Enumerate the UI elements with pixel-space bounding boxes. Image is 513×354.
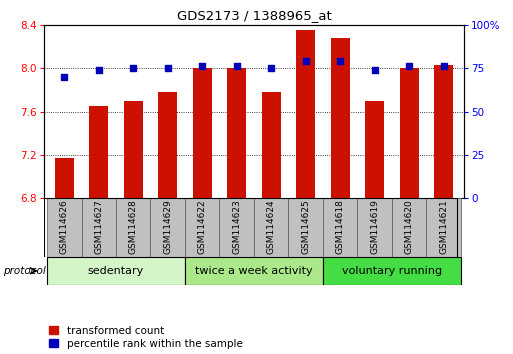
Bar [124,101,143,198]
Bar [296,30,315,198]
Text: GSM114620: GSM114620 [405,199,413,254]
Point [232,64,241,69]
Point [336,58,344,64]
Text: GSM114627: GSM114627 [94,199,103,254]
Text: GSM114622: GSM114622 [198,199,207,253]
Bar [331,38,350,198]
Text: twice a week activity: twice a week activity [195,266,313,276]
Text: voluntary running: voluntary running [342,266,442,276]
Bar [400,68,419,198]
Point [370,67,379,73]
Bar [47,257,185,285]
Text: GSM114624: GSM114624 [267,199,275,253]
Bar [392,198,426,257]
Bar [426,198,461,257]
Bar [262,92,281,198]
Point [129,65,137,71]
Text: GSM114621: GSM114621 [439,199,448,254]
Text: GSM114628: GSM114628 [129,199,138,254]
Bar [323,198,358,257]
Bar [185,198,220,257]
Bar [434,65,453,198]
Title: GDS2173 / 1388965_at: GDS2173 / 1388965_at [176,9,331,22]
Bar [89,106,108,198]
Bar [55,158,74,198]
Text: GSM114619: GSM114619 [370,199,379,254]
Bar [323,257,461,285]
Text: GSM114618: GSM114618 [336,199,345,254]
Bar [254,198,288,257]
Bar [365,101,384,198]
Bar [227,68,246,198]
Bar [82,198,116,257]
Bar [158,92,177,198]
Text: GSM114623: GSM114623 [232,199,241,254]
Bar [220,198,254,257]
Legend: transformed count, percentile rank within the sample: transformed count, percentile rank withi… [49,326,243,349]
Point [267,65,275,71]
Bar [185,257,323,285]
Point [164,65,172,71]
Text: GSM114625: GSM114625 [301,199,310,254]
Bar [358,198,392,257]
Bar [47,198,82,257]
Text: protocol: protocol [3,266,45,276]
Point [60,74,68,80]
Bar [193,68,212,198]
Text: sedentary: sedentary [88,266,144,276]
Point [198,64,206,69]
Point [302,58,310,64]
Bar [288,198,323,257]
Point [440,64,448,69]
Bar [116,198,150,257]
Point [405,64,413,69]
Text: GSM114626: GSM114626 [60,199,69,254]
Point [95,67,103,73]
Text: GSM114629: GSM114629 [163,199,172,254]
Bar [150,198,185,257]
